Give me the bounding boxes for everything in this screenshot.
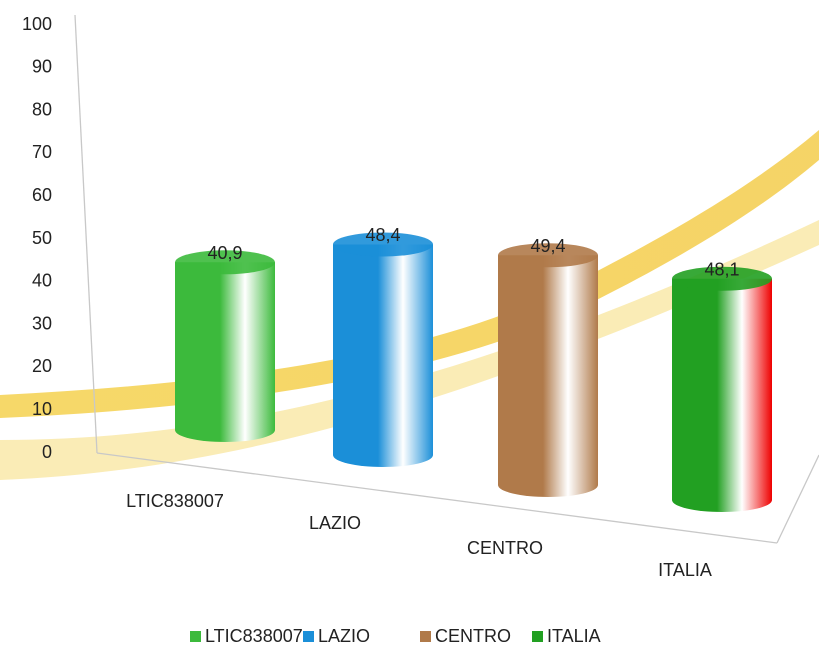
y-tick-label: 70 <box>32 142 52 162</box>
y-tick-label: 60 <box>32 185 52 205</box>
y-tick-label: 10 <box>32 399 52 419</box>
x-tick-label: LTIC838007 <box>126 491 224 511</box>
bar <box>175 262 275 442</box>
x-tick-label: LAZIO <box>309 513 361 533</box>
value-label: 48,4 <box>365 225 400 245</box>
value-label: 48,1 <box>704 259 739 279</box>
legend-label: LTIC838007 <box>205 626 303 646</box>
legend-swatch <box>532 631 543 642</box>
bar-top <box>672 266 772 291</box>
value-label: 49,4 <box>530 236 565 256</box>
y-tick-label: 30 <box>32 313 52 333</box>
legend-swatch <box>420 631 431 642</box>
y-tick-label: 20 <box>32 356 52 376</box>
legend-label: CENTRO <box>435 626 511 646</box>
bar <box>498 255 598 497</box>
legend-label: LAZIO <box>318 626 370 646</box>
legend-label: ITALIA <box>547 626 601 646</box>
bar-top <box>333 232 433 257</box>
bar-top <box>175 250 275 275</box>
y-tick-label: 50 <box>32 228 52 248</box>
axes <box>74 14 819 544</box>
y-tick-label: 100 <box>22 14 52 34</box>
y-tick-label: 40 <box>32 271 52 291</box>
legend-swatch <box>190 631 201 642</box>
value-label: 40,9 <box>207 243 242 263</box>
y-tick-label: 90 <box>32 57 52 77</box>
y-tick-label: 80 <box>32 99 52 119</box>
bar <box>333 244 433 467</box>
y-tick-label: 0 <box>42 442 52 462</box>
bar-top <box>498 243 598 268</box>
bar <box>672 278 772 512</box>
x-tick-label: ITALIA <box>658 560 712 580</box>
x-tick-label: CENTRO <box>467 538 543 558</box>
legend-swatch <box>303 631 314 642</box>
